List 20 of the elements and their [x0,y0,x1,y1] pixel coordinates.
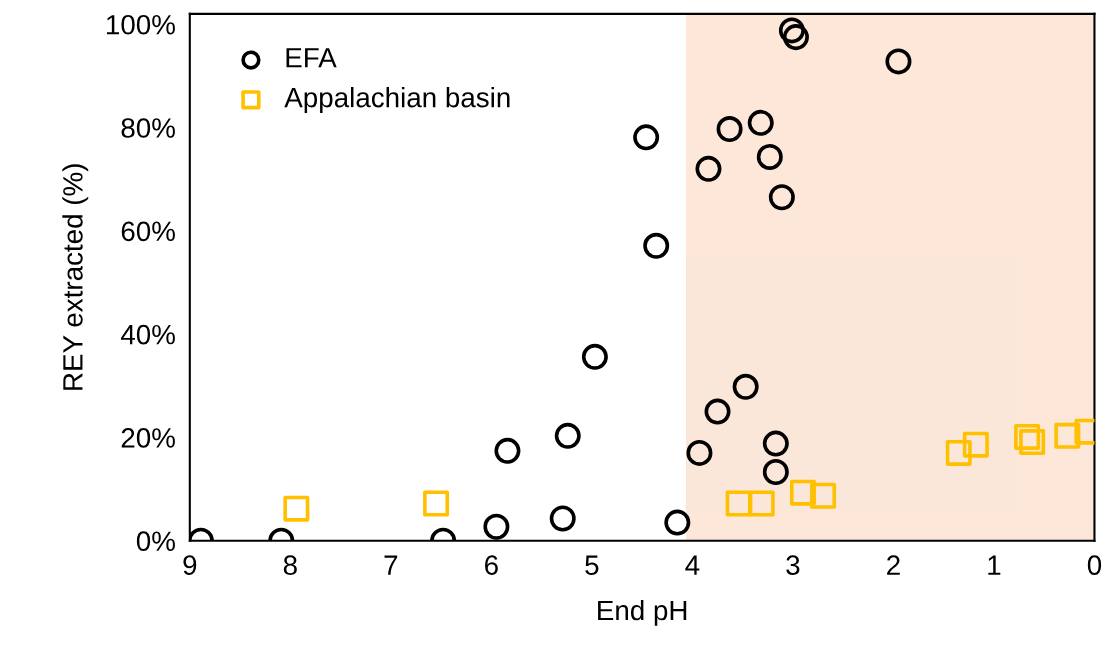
x-tick-label: 9 [183,555,197,575]
x-axis-title: End pH [598,599,687,626]
x-tick-label: 0 [1087,555,1102,575]
y-tick-label: 0% [136,531,175,552]
x-tick-label: 6 [485,555,498,575]
x-tick-label: 8 [283,555,297,575]
x-tick-label: 4 [685,555,700,575]
y-axis-title: REY extracted (%) [62,164,89,390]
x-tick-label: 2 [887,555,900,575]
x-tick-label: 7 [384,555,398,575]
x-tick-label: 3 [786,555,800,575]
y-tick-label: 60% [121,221,175,242]
y-tick-label: 40% [120,324,175,345]
y-tick-label: 80% [121,118,175,138]
y-tick-label: 20% [121,428,175,448]
legend-label: EFA [286,48,337,68]
x-tick-label: 1 [988,555,1001,575]
legend-label: Appalachian basin [284,87,510,113]
y-tick-label: 100% [107,14,175,35]
x-tick-label: 5 [585,555,599,575]
